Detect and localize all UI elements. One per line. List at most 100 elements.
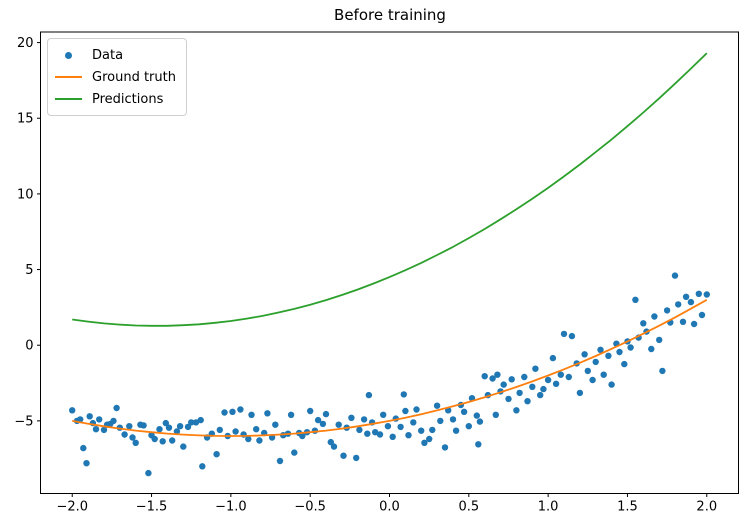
- scatter-point: [162, 419, 169, 427]
- scatter-point: [232, 428, 239, 435]
- scatter-point: [549, 354, 557, 362]
- scatter-point: [544, 376, 552, 384]
- scatter-point: [489, 375, 496, 382]
- scatter-point: [524, 398, 531, 405]
- scatter-point: [500, 381, 507, 388]
- scatter-point: [473, 412, 480, 419]
- scatter-point: [245, 435, 252, 443]
- x-tick-label: −2.0: [56, 500, 88, 515]
- scatter-point: [687, 298, 695, 306]
- scatter-point: [475, 441, 482, 448]
- scatter-point: [173, 428, 181, 435]
- scatter-point: [640, 320, 647, 327]
- scatter-point: [253, 426, 260, 433]
- scatter-point: [356, 426, 363, 434]
- scatter-point: [248, 411, 255, 418]
- scatter-point: [264, 410, 271, 417]
- scatter-point: [69, 407, 76, 414]
- scatter-point: [540, 385, 547, 393]
- scatter-point: [552, 380, 560, 387]
- scatter-point: [492, 411, 499, 418]
- scatter-point: [364, 430, 371, 437]
- scatter-point: [682, 293, 690, 300]
- scatter-point: [426, 435, 433, 443]
- scatter-point: [529, 383, 536, 390]
- scatter-point: [376, 431, 384, 438]
- scatter-point: [184, 423, 192, 431]
- y-tick-label: 20: [17, 36, 34, 51]
- scatter-point: [452, 427, 460, 434]
- scatter-point: [389, 433, 396, 440]
- scatter-point: [140, 422, 147, 429]
- scatter-point: [695, 290, 702, 297]
- scatter-point: [169, 437, 176, 444]
- scatter-point: [429, 426, 436, 434]
- scatter-point: [132, 439, 139, 446]
- scatter-point: [77, 416, 84, 423]
- scatter-point: [703, 291, 710, 298]
- scatter-point: [698, 311, 706, 319]
- scatter-point: [565, 373, 572, 381]
- scatter-point: [330, 443, 338, 450]
- line-marker-icon: [55, 97, 82, 101]
- scatter-point: [621, 360, 628, 368]
- x-tick-label: 0.0: [379, 500, 400, 515]
- x-tick-label: −1.0: [215, 500, 247, 515]
- scatter-point: [129, 434, 136, 441]
- scatter-point: [400, 391, 407, 398]
- scatter-point: [353, 454, 360, 462]
- scatter-point: [441, 444, 449, 451]
- scatter-point: [360, 416, 368, 423]
- scatter-point: [272, 421, 279, 428]
- scatter-point: [151, 435, 158, 443]
- scatter-point: [216, 426, 223, 434]
- data-scatter: [69, 272, 710, 477]
- x-tick-label: 1.0: [538, 500, 559, 515]
- scatter-point: [229, 408, 236, 415]
- x-tick-label: 2.0: [696, 500, 717, 515]
- scatter-point: [576, 389, 584, 397]
- scatter-point: [589, 376, 596, 384]
- y-tick-label: 15: [17, 112, 34, 127]
- scatter-point: [418, 427, 425, 434]
- scatter-point: [322, 410, 330, 418]
- scatter-point: [237, 406, 244, 413]
- scatter-point: [287, 411, 295, 418]
- scatter-point: [465, 423, 472, 430]
- scatter-point: [291, 449, 298, 456]
- scatter-point: [651, 313, 658, 320]
- scatter-point: [121, 431, 128, 438]
- scatter-point: [659, 367, 666, 375]
- scatter-point: [365, 391, 373, 399]
- scatter-point: [690, 320, 698, 328]
- scatter-point: [481, 373, 488, 380]
- x-tick-label: −0.5: [294, 500, 326, 515]
- scatter-point: [299, 432, 306, 440]
- scatter-point: [494, 371, 501, 378]
- scatter-point: [608, 381, 615, 388]
- scatter-point: [410, 419, 417, 426]
- scatter-point: [380, 411, 387, 418]
- scatter-point: [113, 404, 120, 412]
- scatter-point: [597, 346, 604, 353]
- scatter-point: [384, 423, 392, 430]
- scatter-point: [521, 373, 528, 381]
- legend-label: Data: [92, 47, 124, 63]
- scatter-point: [276, 457, 284, 465]
- scatter-point: [513, 407, 520, 414]
- scatter-point: [319, 420, 327, 428]
- scatter-point: [145, 469, 152, 477]
- scatter-point: [159, 438, 166, 445]
- scatter-point: [96, 416, 103, 423]
- scatter-point: [508, 376, 515, 383]
- scatter-point: [80, 444, 87, 452]
- scatter-point: [413, 406, 420, 413]
- scatter-point: [397, 423, 404, 431]
- scatter-point: [648, 345, 655, 353]
- scatter-point: [505, 395, 512, 403]
- scatter-point: [671, 272, 679, 279]
- scatter-point: [86, 413, 93, 420]
- scatter-point: [83, 460, 90, 467]
